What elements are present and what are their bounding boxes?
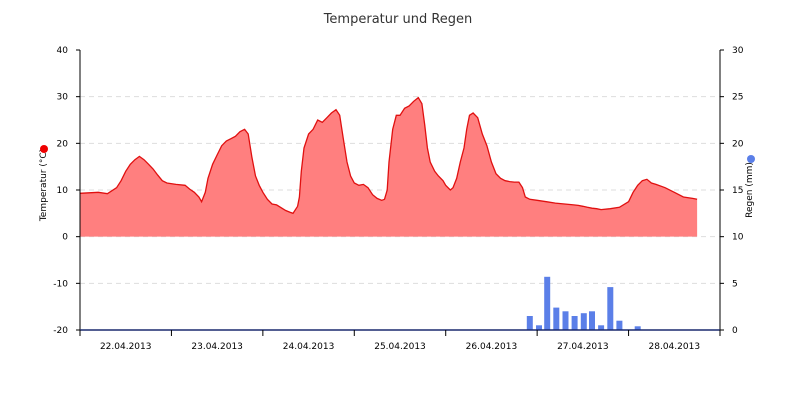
right-axis-title: Regen (mm) xyxy=(745,162,755,218)
x-tick-label: 22.04.2013 xyxy=(100,342,152,352)
left-tick-label: 40 xyxy=(57,46,69,56)
chart-title: Temperatur und Regen xyxy=(323,12,473,27)
left-tick-label: -10 xyxy=(53,279,68,289)
left-tick-label: 20 xyxy=(57,139,69,149)
right-tick-label: 20 xyxy=(732,139,744,149)
left-axis-title-group: Temperatur (°C) xyxy=(39,145,49,222)
rain-bar xyxy=(526,316,533,330)
right-axis-title-group: Regen (mm) xyxy=(745,155,755,218)
rain-legend-dot xyxy=(747,155,755,163)
rain-bar xyxy=(571,316,578,330)
rain-bar xyxy=(589,311,595,330)
right-tick-label: 5 xyxy=(732,279,738,289)
x-tick-label: 26.04.2013 xyxy=(466,342,518,352)
right-tick-label: 0 xyxy=(732,326,738,336)
rain-bar xyxy=(580,313,587,330)
right-tick-label: 30 xyxy=(732,46,744,56)
rain-bar xyxy=(553,307,560,330)
rain-bar xyxy=(634,326,641,330)
right-tick-label: 25 xyxy=(732,93,743,103)
rain-bar-layer xyxy=(526,276,641,330)
x-tick-label: 24.04.2013 xyxy=(283,342,335,352)
right-tick-label: 15 xyxy=(732,186,743,196)
left-axis-title: Temperatur (°C) xyxy=(39,149,49,222)
left-tick-label: 30 xyxy=(57,93,69,103)
x-tick-label: 28.04.2013 xyxy=(649,342,701,352)
left-tick-label: 10 xyxy=(57,186,69,196)
temperature-area-layer xyxy=(79,96,698,237)
x-axis-ticks: 22.04.2013 23.04.2013 24.04.2013 25.04.2013… xyxy=(79,330,721,352)
left-tick-label: 0 xyxy=(62,233,68,243)
rain-bar xyxy=(607,287,614,330)
temperature-legend-dot xyxy=(40,145,48,153)
right-tick-label: 10 xyxy=(732,233,744,243)
rain-bar xyxy=(536,325,542,330)
rain-bar xyxy=(544,276,551,330)
rain-bar xyxy=(616,320,623,330)
right-axis-ticks: 30 25 20 15 10 5 0 xyxy=(720,46,744,336)
x-tick-label: 27.04.2013 xyxy=(557,342,609,352)
left-tick-label: -20 xyxy=(53,326,68,336)
rain-bar xyxy=(562,311,569,330)
rain-bar xyxy=(598,325,605,330)
x-tick-label: 23.04.2013 xyxy=(191,342,243,352)
left-axis-ticks: 40 30 20 10 0 -10 -20 xyxy=(53,46,80,336)
temperature-line xyxy=(79,96,698,215)
x-tick-label: 25.04.2013 xyxy=(374,342,426,352)
temperature-area xyxy=(80,97,698,237)
